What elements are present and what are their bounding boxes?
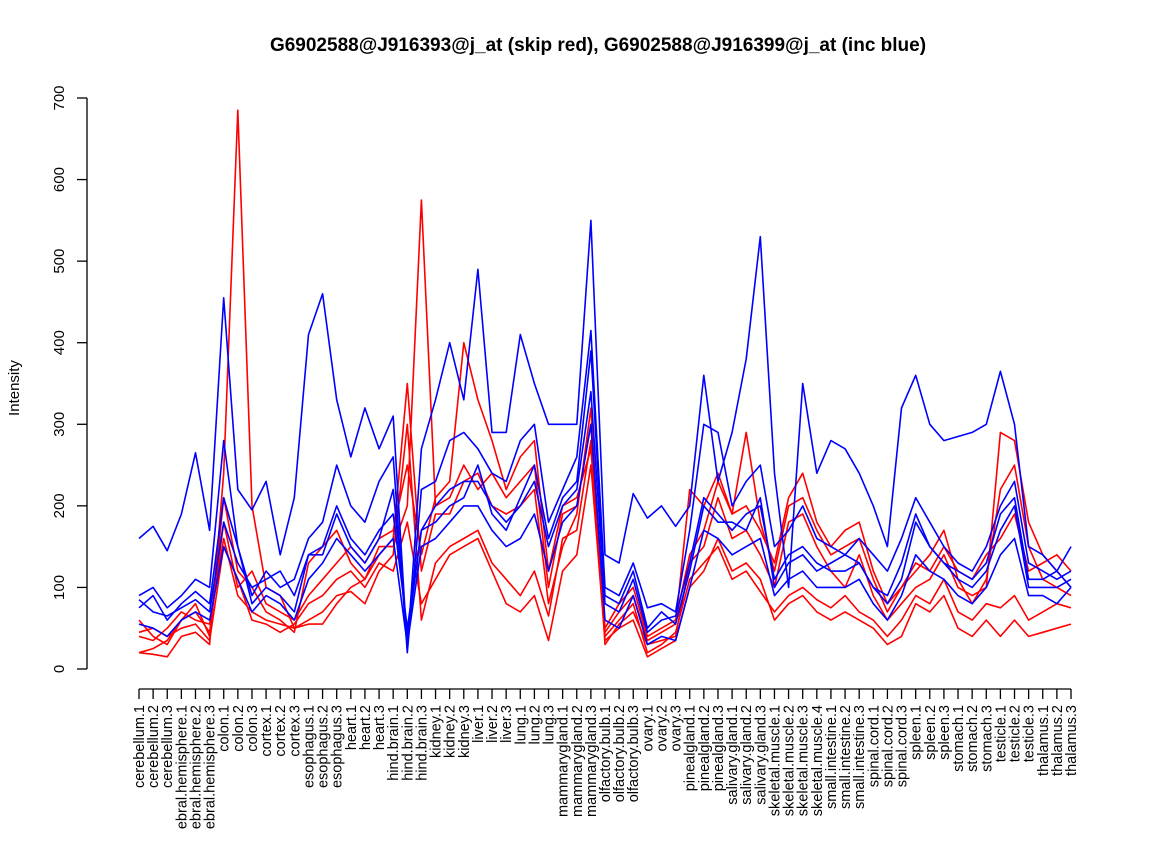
x-tick-label: skeletal.muscle.2 [782,705,798,816]
x-tick-label: ovary.1 [640,705,656,751]
x-tick-label: spinal.cord.2 [880,705,896,787]
x-tick-label: esophagus.3 [330,705,346,788]
x-tick-label: liver.2 [485,705,501,743]
x-tick-label: cortex.2 [273,705,289,757]
x-tick-label: hind.brain.1 [386,705,402,781]
x-tick-label: colon.2 [231,705,247,752]
x-tick-label: cerebellum.3 [160,705,176,788]
x-tick-label: cortex.3 [287,705,303,757]
x-tick-label: mammarygland.3 [584,705,600,817]
x-tick-label: heart.2 [358,705,374,750]
y-axis-label: Intensity [6,360,23,416]
x-tick-label: skeletal.muscle.1 [767,705,783,816]
x-tick-label: colon.3 [245,705,261,752]
x-tick-label: heart.1 [344,705,360,750]
x-axis: cerebellum.1cerebellum.2cerebellum.3ebra… [132,688,1080,829]
x-tick-label: ovary.2 [654,705,670,751]
x-tick-label: pinealgland.3 [711,705,727,791]
x-tick-label: small.intestine.3 [852,705,868,809]
x-tick-label: stomach.1 [951,705,967,772]
x-tick-label: colon.1 [217,705,233,752]
x-tick-label: spleen.3 [937,705,953,760]
x-tick-label: cerebellum.1 [132,705,148,788]
x-tick-label: lung.2 [527,705,543,745]
y-tick-label: 200 [51,493,68,518]
x-tick-label: skeletal.muscle.3 [796,705,812,816]
x-tick-label: cerebellum.2 [146,705,162,788]
x-tick-label: ebral.hemisphere.2 [188,705,204,829]
x-tick-label: salivary.gland.1 [725,705,741,805]
x-tick-label: ebral.hemisphere.1 [174,705,190,829]
x-tick-label: olfactory.bulb.1 [598,705,614,802]
series-line-5 [138,464,1072,658]
series-line-10 [138,350,1072,638]
x-tick-label: mammarygland.2 [570,705,586,817]
x-tick-label: spinal.cord.1 [866,705,882,787]
series-line-8 [138,390,1072,634]
x-tick-label: small.intestine.1 [824,705,840,809]
y-axis: 0 100 200 300 400 500 600 700 [51,85,88,673]
x-tick-label: liver.1 [471,705,487,743]
x-tick-label: stomach.3 [979,705,995,772]
x-tick-label: kidney.2 [443,705,459,758]
x-tick-label: pinealgland.2 [697,705,713,791]
series-line-6 [138,219,1072,650]
x-tick-label: pinealgland.1 [683,705,699,791]
x-tick-label: spinal.cord.3 [895,705,911,787]
x-tick-label: small.intestine.2 [838,705,854,809]
x-tick-label: thalamus.3 [1064,705,1080,776]
y-tick-label: 400 [51,330,68,355]
x-tick-label: mammarygland.1 [556,705,572,817]
x-tick-label: spleen.2 [923,705,939,760]
x-tick-label: lung.3 [542,705,558,745]
series-line-9 [138,423,1072,646]
x-tick-label: testicle.1 [993,705,1009,762]
x-tick-label: ebral.hemisphere.3 [203,705,219,829]
y-tick-label: 0 [51,665,68,673]
y-tick-label: 700 [51,85,68,110]
x-tick-label: kidney.3 [457,705,473,758]
x-tick-label: testicle.2 [1008,705,1024,762]
x-tick-label: testicle.3 [1022,705,1038,762]
x-tick-label: stomach.2 [965,705,981,772]
x-tick-label: ovary.3 [669,705,685,751]
x-tick-label: thalamus.1 [1036,705,1052,776]
x-tick-label: heart.3 [372,705,388,750]
x-tick-label: esophagus.1 [301,705,317,788]
x-tick-label: spleen.1 [909,705,925,760]
x-tick-label: olfactory.bulb.3 [626,705,642,802]
x-tick-label: thalamus.2 [1050,705,1066,776]
y-tick-label: 600 [51,167,68,192]
x-tick-label: olfactory.bulb.2 [612,705,628,802]
x-tick-label: hind.brain.3 [414,705,430,781]
x-tick-label: kidney.1 [429,705,445,758]
x-tick-label: salivary.gland.2 [739,705,755,805]
x-tick-label: lung.1 [513,705,529,745]
y-tick-label: 500 [51,249,68,274]
series-lines [138,109,1072,658]
x-tick-label: esophagus.2 [316,705,332,788]
y-tick-label: 300 [51,412,68,437]
chart-title: G6902588@J916393@j_at (skip red), G69025… [270,35,926,56]
x-tick-label: skeletal.muscle.4 [810,705,826,816]
x-tick-label: liver.3 [499,705,515,743]
x-tick-label: cortex.1 [259,705,275,757]
x-tick-label: salivary.gland.3 [753,705,769,805]
y-tick-label: 100 [51,575,68,600]
x-tick-label: hind.brain.2 [400,705,416,781]
